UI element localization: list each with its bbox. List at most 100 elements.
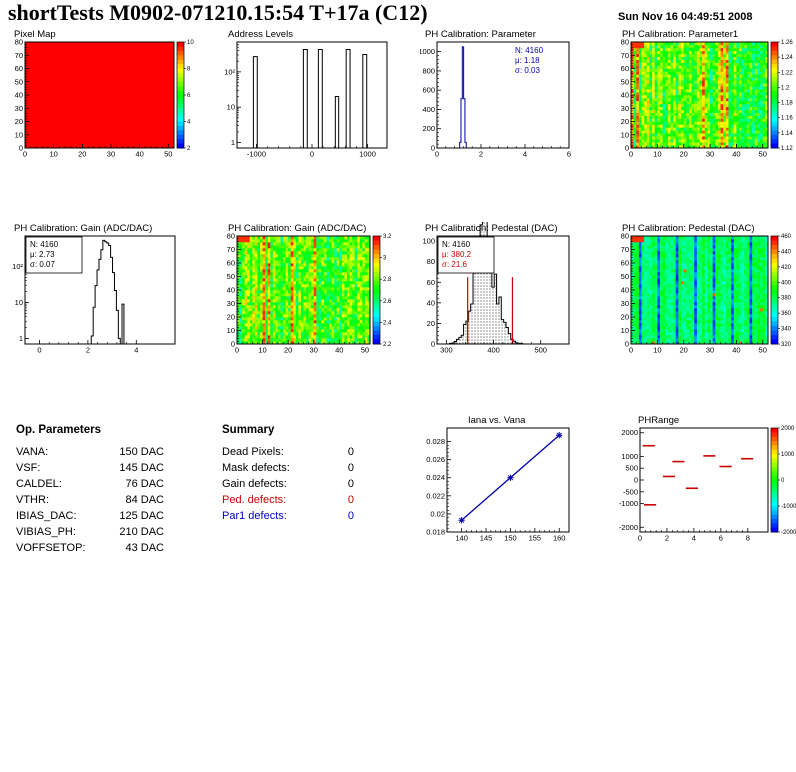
summary-block: Summary Dead Pixels: 0 Mask defects: 0 Gain … [222, 424, 354, 524]
op-parameter-label: VTHR: [16, 494, 49, 506]
svg-text:20: 20 [15, 117, 23, 126]
svg-text:60: 60 [621, 64, 629, 73]
svg-text:2.2: 2.2 [383, 342, 392, 348]
svg-text:10: 10 [15, 298, 23, 307]
op-parameter-label: VSF: [16, 462, 41, 474]
svg-text:1000: 1000 [359, 150, 376, 159]
panel-ph-parameter1: 0 10 20 30 40 50 0 10 20 30 40 50 60 70 80 1.26 1.24 1.22… [616, 28, 796, 164]
address-levels-title: Address Levels [228, 29, 293, 40]
svg-text:2: 2 [86, 346, 90, 355]
op-parameter-row: CALDEL: 76 DAC [16, 476, 164, 492]
svg-text:30: 30 [706, 150, 714, 159]
ph-parameter1-plot: 0 10 20 30 40 50 0 10 20 30 40 50 60 70 80 1.26 1.24 1.22… [616, 28, 796, 164]
svg-text:70: 70 [15, 51, 23, 60]
op-parameter-label: VOFFSETOP: [16, 542, 86, 554]
svg-text:80: 80 [621, 38, 629, 47]
summary-item-label: Par1 defects: [222, 510, 287, 522]
svg-text:10: 10 [227, 326, 235, 335]
pedestal-map-plot: 0 10 20 30 40 50 0 10 20 30 40 50 60 70 80 460 440 420 400… [616, 222, 796, 360]
svg-text:60: 60 [427, 278, 435, 287]
iana-vs-vana-plot: 140 145 150 155 160 0.018 0.02 0.022 0.024 0.026 0… [420, 414, 576, 548]
summary-item-value: 0 [347, 478, 354, 490]
gain-hist-plot: 0 2 4 1 10 10² N: 4160 μ: 2.73 σ: 0.07 [8, 222, 200, 360]
op-parameter-value: 150 DAC [119, 446, 164, 458]
op-parameter-value: 84 DAC [125, 494, 164, 506]
svg-text:30: 30 [621, 104, 629, 113]
ph-range-plot: 0 2 4 6 8 2000 1000 500 0 -500 -1000 -2000 2000 1000 0… [616, 414, 796, 548]
panel-iana-vs-vana: 140 145 150 155 160 0.018 0.02 0.022 0.024 0.026 0… [420, 414, 576, 548]
svg-text:40: 40 [427, 298, 435, 307]
svg-text:20: 20 [621, 117, 629, 126]
svg-text:μ: 1.18: μ: 1.18 [515, 56, 540, 65]
svg-text:50: 50 [621, 77, 629, 86]
iana-vs-vana-title: Iana vs. Vana [468, 415, 526, 426]
summary-title: Summary [222, 424, 275, 436]
svg-text:σ: 0.07: σ: 0.07 [30, 260, 56, 269]
pedestal-hist-title: PH Calibration: Pedestal (DAC) [425, 223, 558, 234]
op-parameters-title: Op. Parameters [16, 424, 102, 436]
svg-text:70: 70 [621, 51, 629, 60]
svg-text:50: 50 [164, 150, 172, 159]
op-parameter-label: CALDEL: [16, 478, 62, 490]
ph-parameter-title: PH Calibration: Parameter [425, 29, 536, 40]
svg-text:1: 1 [231, 138, 235, 147]
svg-text:20: 20 [427, 319, 435, 328]
svg-text:2.6: 2.6 [383, 299, 392, 305]
panel-ph-range: 0 2 4 6 8 2000 1000 500 0 -500 -1000 -2000 2000 1000 0… [616, 414, 796, 548]
svg-text:4: 4 [523, 150, 527, 159]
svg-text:3.2: 3.2 [383, 234, 392, 240]
op-parameter-value: 76 DAC [125, 478, 164, 490]
svg-text:10: 10 [49, 150, 57, 159]
summary-item-value: 0 [347, 462, 354, 474]
summary-item-value: 0 [347, 446, 354, 458]
svg-text:10²: 10² [12, 262, 23, 271]
svg-text:10: 10 [15, 130, 23, 139]
svg-text:3: 3 [383, 256, 387, 262]
svg-text:10: 10 [653, 150, 661, 159]
svg-text:2.4: 2.4 [383, 320, 392, 326]
op-parameters-block: Op. Parameters VANA: 150 DAC VSF: 145 DAC CA… [16, 424, 164, 556]
svg-text:4: 4 [187, 120, 191, 126]
svg-text:μ: 380.2: μ: 380.2 [442, 250, 472, 259]
panel-pedestal-hist: 300 400 500 0 20 40 60 80 100 N: 4160 μ: 380.2 σ: 2… [420, 215, 576, 360]
ph-parameter-plot: 0 2 4 6 0 200 400 600 800 1000 N: 4160 μ: 1.18 σ: 0.… [418, 28, 576, 164]
svg-text:50: 50 [15, 77, 23, 86]
svg-text:20: 20 [680, 150, 688, 159]
op-parameter-label: VANA: [16, 446, 49, 458]
svg-text:2: 2 [187, 146, 191, 152]
panel-pedestal-map: 0 10 20 30 40 50 0 10 20 30 40 50 60 70 80 460 440 420 400… [616, 222, 796, 360]
svg-text:10: 10 [258, 346, 266, 355]
svg-text:1.18: 1.18 [781, 101, 793, 107]
svg-text:10: 10 [187, 40, 194, 46]
svg-text:80: 80 [227, 232, 235, 241]
pedestal-hist-plot: 300 400 500 0 20 40 60 80 100 N: 4160 μ: 380.2 σ: 2… [420, 215, 576, 360]
svg-text:0: 0 [23, 150, 27, 159]
svg-text:2: 2 [479, 150, 483, 159]
svg-text:6: 6 [567, 150, 571, 159]
svg-text:1.2: 1.2 [781, 85, 790, 91]
svg-text:0: 0 [431, 144, 435, 153]
svg-text:50: 50 [227, 272, 235, 281]
svg-text:10²: 10² [224, 67, 235, 76]
svg-text:0: 0 [629, 150, 633, 159]
svg-text:1.26: 1.26 [781, 40, 793, 46]
summary-item-label: Mask defects: [222, 462, 290, 474]
svg-text:600: 600 [422, 86, 435, 95]
svg-text:80: 80 [427, 257, 435, 266]
svg-text:σ: 0.03: σ: 0.03 [515, 66, 541, 75]
summary-item-label: Gain defects: [222, 478, 287, 490]
svg-text:10: 10 [621, 130, 629, 139]
svg-text:1.12: 1.12 [781, 146, 793, 152]
svg-text:σ: 21.6: σ: 21.6 [442, 260, 468, 269]
svg-text:N: 4160: N: 4160 [30, 240, 59, 249]
svg-text:0: 0 [310, 150, 314, 159]
timestamp: Sun Nov 16 04:49:51 2008 [618, 11, 753, 23]
svg-text:0: 0 [435, 150, 439, 159]
svg-text:2.8: 2.8 [383, 277, 392, 283]
summary-item-row: Dead Pixels: 0 [222, 444, 354, 460]
svg-text:400: 400 [422, 105, 435, 114]
ph-parameter1-title: PH Calibration: Parameter1 [622, 29, 739, 40]
op-parameter-value: 210 DAC [119, 526, 164, 538]
panel-ph-parameter: 0 2 4 6 0 200 400 600 800 1000 N: 4160 μ: 1.18 σ: 0.… [418, 28, 576, 164]
summary-item-value: 0 [347, 510, 354, 522]
